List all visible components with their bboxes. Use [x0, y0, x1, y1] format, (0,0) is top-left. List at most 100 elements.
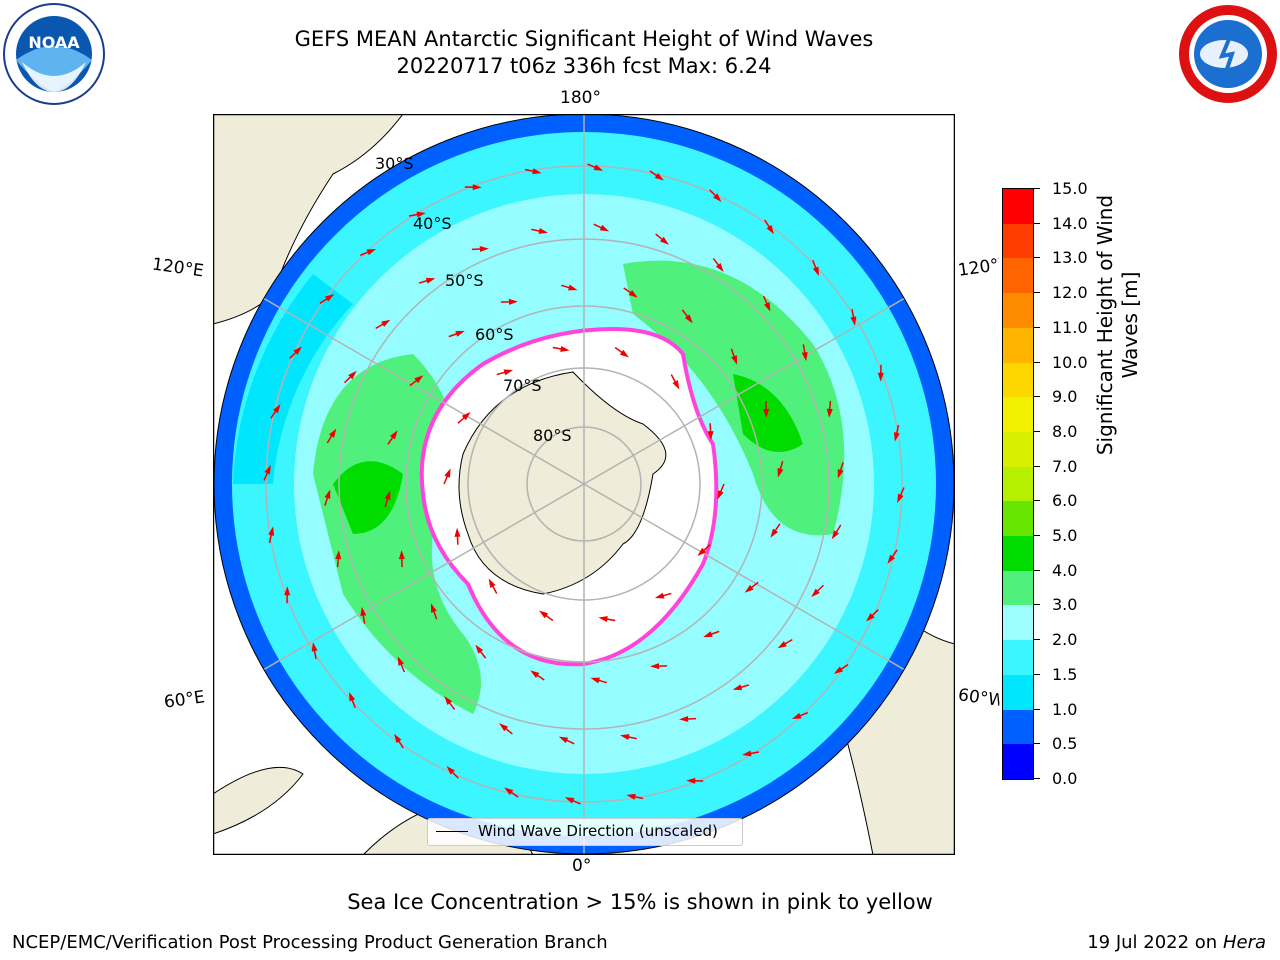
wave-arrow-head — [650, 663, 660, 670]
colorbar-segment — [1003, 536, 1033, 571]
wave-arrow-head — [593, 164, 604, 171]
title-line-2: 20220717 t06z 336h fcst Max: 6.24 — [396, 54, 772, 78]
wave-arrow-head — [742, 750, 752, 757]
wave-arrow-head — [360, 606, 367, 617]
wave-arrow-head — [672, 380, 680, 390]
land-madagascar — [213, 766, 304, 835]
wave-arrow-head — [866, 613, 875, 622]
wave-arrow-head — [272, 404, 281, 414]
wave-arrow-head — [416, 211, 426, 218]
wave-arrow-head — [654, 172, 664, 181]
wave-arrow-head — [397, 656, 404, 666]
colorbar-segment — [1003, 605, 1033, 641]
colorbar-label: Significant Height of Wind Waves [m] — [1093, 165, 1143, 485]
noaa-logo-icon: NOAA — [3, 3, 105, 105]
colorbar-tick-label: 13.0 — [1052, 248, 1088, 268]
wave-arrow-head — [390, 430, 398, 440]
colorbar-tick-mark — [1034, 500, 1040, 502]
wave-arrow-head — [837, 469, 844, 479]
wave-arrow-head — [268, 526, 275, 536]
wave-arrow-head — [461, 412, 471, 421]
wave-arrow-head — [488, 578, 496, 588]
lat-label-60s: 60°S — [475, 325, 514, 344]
colorbar-tick-mark — [1034, 778, 1040, 779]
wave-arrow-head — [626, 793, 636, 800]
wave-arrow-head — [499, 723, 509, 732]
wave-arrow-head — [349, 691, 356, 702]
wave-arrow-head — [777, 641, 787, 649]
colorbar-tick-mark — [1034, 569, 1040, 571]
colorbar-tick-label: 0.5 — [1052, 734, 1078, 754]
wave-arrow-head — [324, 489, 331, 499]
colorbar-ticks: 0.0 0.5 1.0 1.5 2.0 3.0 4.0 5.0 6.0 7.0 8.0 9.0 10.0… — [1052, 179, 1112, 800]
colorbar-label-line-1: Significant Height of Wind — [1093, 194, 1117, 456]
colorbar-tick-label: 8.0 — [1052, 421, 1078, 441]
wave-arrow-head — [384, 490, 391, 500]
wave-arrow-head — [598, 616, 608, 623]
wave-arrow-head — [763, 408, 770, 418]
colorbar-tick-label: 1.0 — [1052, 699, 1078, 719]
wave-arrow-head — [703, 631, 713, 638]
title-line-1: GEFS MEAN Antarctic Significant Height o… — [294, 27, 874, 51]
wave-arrow-head — [801, 351, 808, 362]
svg-text:NOAA: NOAA — [28, 33, 80, 52]
lon-label-60e: 60°E — [162, 687, 207, 713]
wave-arrow-head — [897, 493, 904, 504]
land-australia — [213, 114, 404, 325]
colorbar-tick-mark — [1034, 604, 1040, 606]
wave-arrow-head — [455, 330, 465, 337]
wave-arrow-head — [599, 224, 610, 232]
colorbar-segment — [1003, 674, 1033, 710]
colorbar-tick-label: 9.0 — [1052, 387, 1078, 407]
wave-arrow-head — [381, 319, 391, 327]
lat-label-80s: 80°S — [533, 426, 572, 445]
colorbar-tick-label: 0.0 — [1052, 769, 1078, 788]
colorbar-tick-mark — [1034, 639, 1040, 641]
lat-label-30s: 30°S — [375, 154, 414, 173]
lon-label-120e: 120°E — [150, 254, 205, 282]
wave-arrow-head — [475, 644, 484, 654]
wave-arrow-head — [713, 193, 722, 202]
wave-arrow-head — [430, 603, 437, 613]
colorbar-segment — [1003, 189, 1033, 224]
chart-title: GEFS MEAN Antarctic Significant Height o… — [0, 26, 1168, 80]
colorbar-tick-label: 1.5 — [1052, 664, 1078, 684]
wave-arrow-head — [444, 695, 453, 705]
footer-date-text: 19 Jul 2022 on — [1087, 932, 1223, 953]
colorbar-tick-label: 7.0 — [1052, 456, 1078, 476]
wave-arrow-head — [744, 584, 754, 593]
colorbar-segment — [1003, 640, 1033, 675]
colorbar-segment — [1003, 397, 1033, 432]
wave-arrow-head — [831, 530, 840, 540]
lon-label-60w: 60°W — [956, 685, 1002, 711]
wave-arrow-head — [826, 408, 833, 418]
wave-arrow-head — [697, 547, 707, 556]
wave-arrow-head — [850, 316, 857, 326]
wave-arrow-head — [414, 375, 424, 384]
lon-label-120w: 120°W — [956, 255, 1002, 281]
colorbar-tick-label: 6.0 — [1052, 491, 1078, 511]
wave-arrow-head — [619, 349, 629, 358]
colorbar-segment — [1003, 327, 1033, 363]
colorbar-tick-label: 10.0 — [1052, 352, 1088, 372]
colorbar-segment — [1003, 293, 1033, 328]
lon-label-180: 180° — [560, 88, 601, 108]
colorbar-tick-label: 4.0 — [1052, 560, 1078, 580]
colorbar-segment — [1003, 362, 1033, 398]
wave-arrow-head — [503, 369, 514, 376]
colorbar-tick-label: 11.0 — [1052, 317, 1088, 337]
colorbar-tick-label: 5.0 — [1052, 526, 1078, 546]
footer-host: Hera — [1222, 932, 1266, 953]
wave-arrow-head — [264, 464, 271, 475]
wave-arrow-head — [394, 733, 402, 743]
map-legend: Wind Wave Direction (unscaled) — [427, 818, 743, 846]
colorbar-tick-mark — [1034, 465, 1040, 467]
colorbar-segment — [1003, 431, 1033, 467]
lat-label-50s: 50°S — [445, 271, 484, 290]
wave-arrow-head — [311, 642, 318, 652]
colorbar-tick-mark — [1034, 257, 1040, 259]
wave-arrow-head — [444, 468, 451, 478]
lat-label-40s: 40°S — [413, 214, 452, 233]
colorbar-segment — [1003, 570, 1033, 606]
wave-arrow-head — [504, 787, 514, 796]
